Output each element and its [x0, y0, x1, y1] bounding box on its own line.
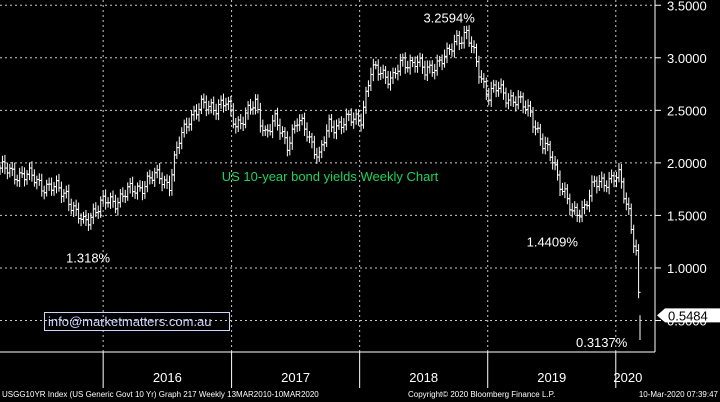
grid-lines [0, 0, 655, 352]
axes [0, 0, 661, 388]
ohlc-bars [0, 25, 641, 341]
watermark-email: info@marketmatters.com.au [44, 312, 230, 331]
x-tick-label: 2018 [409, 370, 438, 385]
last-value-box [657, 308, 720, 323]
y-tick-label: 3.0000 [667, 51, 707, 66]
last-value-marker: 0.5484 [657, 308, 720, 323]
x-tick-label: 2020 [613, 370, 642, 385]
annotations: 1.318% 3.2594% 1.4409% 0.3137% [66, 11, 628, 351]
y-tick-label: 1.5000 [667, 208, 707, 223]
y-tick-label: 2.5000 [667, 103, 707, 118]
annotation-label: 0.3137% [576, 335, 628, 350]
annotation-label: 1.4409% [527, 235, 579, 250]
y-tick-label: 2.0000 [667, 156, 707, 171]
y-tick-label: 3.5000 [667, 0, 707, 13]
footer-bar: USGG10YR Index (US Generic Govt 10 Yr) G… [0, 389, 720, 402]
x-tick-label: 2016 [153, 370, 182, 385]
x-tick-label: 2019 [537, 370, 566, 385]
footer-timestamp: 10-Mar-2020 07:39:47 [638, 390, 718, 399]
x-tick-label: 2017 [281, 370, 310, 385]
footer-copyright: Copyright© 2020 Bloomberg Finance L.P. [408, 390, 556, 399]
y-tick-label: 1.0000 [667, 261, 707, 276]
last-value-label: 0.5484 [668, 308, 708, 323]
footer-security-info: USGG10YR Index (US Generic Govt 10 Yr) G… [2, 390, 319, 399]
chart-title: US 10-year bond yields Weekly Chart [222, 169, 439, 184]
annotation-label: 1.318% [66, 251, 111, 266]
annotation-label: 3.2594% [423, 11, 475, 26]
